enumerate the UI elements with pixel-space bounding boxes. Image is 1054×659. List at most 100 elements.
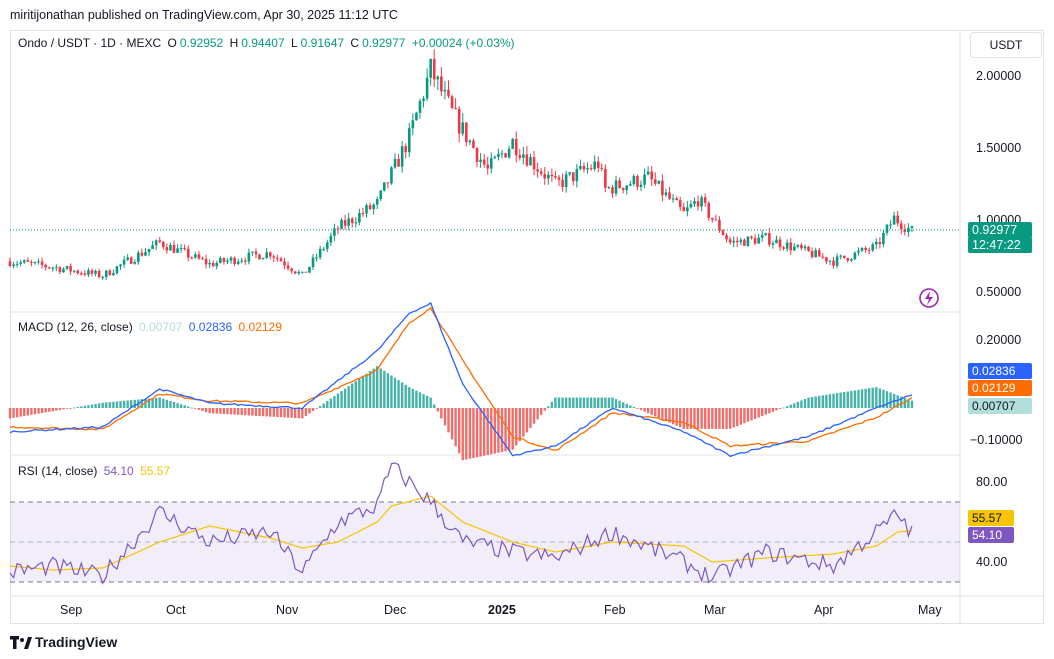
time-tick: May <box>918 603 942 617</box>
candle-body <box>789 242 793 251</box>
macd-histogram-bar <box>725 408 728 429</box>
macd-histogram-bar <box>379 368 382 408</box>
candle-body <box>575 168 579 182</box>
chart-frame <box>10 30 1044 624</box>
macd-histogram-bar <box>532 408 536 424</box>
macd-histogram-bar <box>621 402 625 408</box>
candle-body <box>743 239 746 246</box>
candle-body <box>547 174 550 179</box>
candle-body <box>440 76 443 92</box>
macd-histogram-bar <box>179 404 183 408</box>
rsi-tick: 40.00 <box>976 555 1008 569</box>
macd-histogram-bar <box>810 397 814 408</box>
candle-body <box>151 245 154 249</box>
candle-body <box>664 192 668 196</box>
macd-histogram-bar <box>347 386 350 408</box>
macd-hist-value: 0.00707 <box>139 320 183 334</box>
candle-body <box>254 251 258 255</box>
candle-body <box>140 252 144 256</box>
candle-body <box>497 154 500 157</box>
candle-body <box>621 187 625 191</box>
candle-body <box>874 241 878 245</box>
macd-histogram-bar <box>365 373 368 408</box>
candle-body <box>857 250 860 253</box>
rsi-title[interactable]: RSI (14, close) <box>18 464 98 478</box>
macd-histogram-bar <box>789 404 792 408</box>
macd-histogram-bar <box>550 401 554 408</box>
macd-histogram-bar <box>835 393 839 408</box>
currency-button[interactable]: USDT <box>970 32 1042 58</box>
candle-body <box>753 238 757 244</box>
macd-histogram-bar <box>586 397 589 408</box>
candle-body <box>899 223 903 230</box>
lightning-icon[interactable] <box>918 287 940 309</box>
macd-histogram-bar <box>504 408 507 452</box>
candle-body <box>489 158 493 169</box>
macd-histogram-bar <box>126 400 129 408</box>
candle-body <box>536 169 539 172</box>
macd-title[interactable]: MACD (12, 26, close) <box>18 320 133 334</box>
candle-body <box>290 268 293 272</box>
candle-body <box>190 257 194 259</box>
candle-body <box>311 257 315 267</box>
candle-body <box>835 256 839 266</box>
candle-body <box>760 235 764 238</box>
candle-body <box>896 215 899 224</box>
candle-body <box>700 197 703 207</box>
candle-body <box>201 258 204 260</box>
macd-histogram-bar <box>361 376 365 408</box>
macd-histogram-bar <box>796 401 800 408</box>
macd-histogram-bar <box>718 408 721 429</box>
candle-body <box>436 76 440 80</box>
macd-histogram-bar <box>162 398 165 408</box>
candle-body <box>276 257 279 259</box>
macd-histogram-bar <box>882 389 885 408</box>
price-tick: 0.50000 <box>976 285 1022 299</box>
price-tick: 2.00000 <box>976 69 1022 83</box>
candle-body <box>507 148 511 158</box>
macd-histogram-bar <box>900 396 903 408</box>
candle-body <box>286 265 290 269</box>
macd-histogram-bar <box>383 370 386 408</box>
macd-histogram-bar <box>853 390 857 408</box>
candle-body <box>322 248 326 250</box>
candle-body <box>390 167 393 184</box>
candle-body <box>375 199 379 205</box>
candle-body <box>265 252 268 258</box>
macd-histogram-bar <box>140 399 144 408</box>
candle-body <box>432 59 436 80</box>
macd-histogram-bar <box>343 388 347 408</box>
macd-histogram-bar <box>261 408 265 417</box>
macd-histogram-bar <box>358 378 361 408</box>
macd-histogram-bar <box>187 406 190 408</box>
published-by: miritijonathan published on TradingView.… <box>10 8 398 22</box>
macd-histogram-bar <box>83 405 87 408</box>
candle-body <box>429 59 432 78</box>
macd-histogram-bar <box>839 392 842 408</box>
macd-histogram-bar <box>632 406 636 408</box>
macd-histogram-bar <box>700 408 703 429</box>
symbol-label[interactable]: Ondo / USDT · 1D · MEXC <box>18 36 162 50</box>
candle-body <box>161 241 165 248</box>
macd-histogram-bar <box>461 408 464 461</box>
macd-histogram-bar <box>336 393 340 408</box>
macd-histogram-bar <box>76 406 79 408</box>
candle-body <box>15 263 19 265</box>
candle-body <box>397 158 400 167</box>
macd-histogram-bar <box>864 388 867 408</box>
macd-histogram-bar <box>832 393 835 408</box>
macd-histogram-bar <box>119 401 122 408</box>
macd-histogram-bar <box>507 408 511 451</box>
candle-body <box>871 244 875 251</box>
macd-histogram-bar <box>411 388 415 408</box>
macd-histogram-bar <box>368 371 372 408</box>
macd-histogram-bar <box>828 394 832 408</box>
macd-histogram-bar <box>65 408 69 409</box>
signal-tag: 0.02129 <box>968 380 1032 396</box>
macd-histogram-bar <box>661 408 664 420</box>
candle-body <box>550 174 554 177</box>
macd-histogram-bar <box>511 408 514 450</box>
candle-body <box>22 260 26 263</box>
macd-histogram-bar <box>418 392 422 408</box>
